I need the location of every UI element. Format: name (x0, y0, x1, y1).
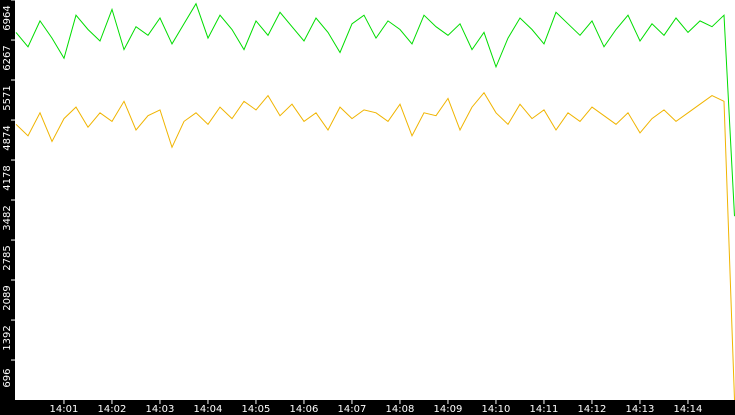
series-line (15, 2, 735, 217)
y-tick-label: 5571 (2, 85, 13, 110)
y-tick-label: 4178 (2, 165, 13, 190)
x-tick-label: 14:12 (578, 404, 607, 415)
y-tick-label: 3482 (2, 205, 13, 230)
y-tick-label: 2089 (2, 285, 13, 310)
x-tick-label: 14:03 (146, 404, 175, 415)
x-tick-label: 14:08 (386, 404, 415, 415)
y-tick-label: 2785 (2, 245, 13, 270)
y-tick-label: 6964 (2, 5, 13, 30)
y-tick-label: 1392 (2, 325, 13, 350)
x-tick-label: 14:01 (50, 404, 79, 415)
x-tick-label: 14:11 (530, 404, 559, 415)
x-tick-label: 14:04 (194, 404, 223, 415)
x-tick-label: 14:06 (290, 404, 319, 415)
x-tick-label: 14:02 (98, 404, 127, 415)
y-tick-label: 696 (2, 368, 13, 387)
x-tick-label: 14:05 (242, 404, 271, 415)
y-tick-label: 4874 (2, 125, 13, 150)
x-tick-label: 14:14 (674, 404, 703, 415)
x-tick-label: 14:07 (338, 404, 367, 415)
series-line (15, 91, 735, 401)
plot-area (15, 0, 735, 400)
x-tick-label: 14:09 (434, 404, 463, 415)
x-tick-label: 14:10 (482, 404, 511, 415)
y-tick-label: 6267 (2, 45, 13, 70)
x-tick-label: 14:13 (626, 404, 655, 415)
